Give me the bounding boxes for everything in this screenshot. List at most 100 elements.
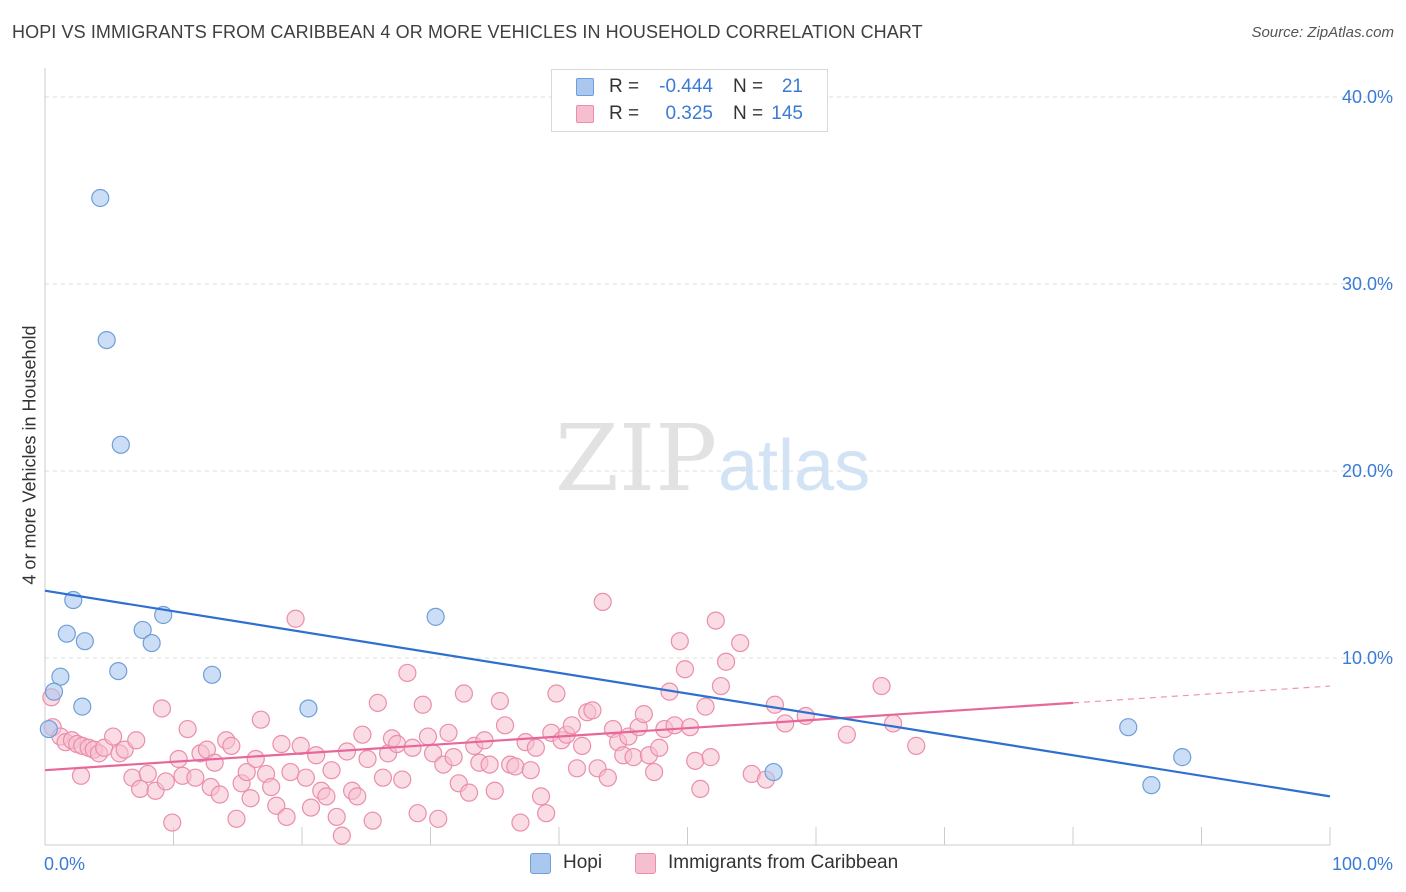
data-point-caribbean xyxy=(291,736,310,755)
data-point-caribbean xyxy=(454,684,474,703)
y-tick-label: 30.0% xyxy=(1342,274,1393,294)
data-point-caribbean xyxy=(531,787,551,806)
data-point-caribbean xyxy=(562,716,581,735)
data-point-caribbean xyxy=(495,716,515,735)
legend-n-value: 21 xyxy=(781,76,803,97)
watermark-atlas: atlas xyxy=(718,426,870,506)
data-point-caribbean xyxy=(796,706,815,726)
data-point-caribbean xyxy=(277,807,296,827)
data-point-caribbean xyxy=(169,749,188,769)
data-point-caribbean xyxy=(883,714,903,733)
data-point-hopi xyxy=(1173,748,1192,767)
data-point-caribbean xyxy=(156,772,175,791)
data-point-hopi xyxy=(1142,776,1161,795)
series-hopi-points xyxy=(39,188,1192,795)
source-label: Source: ZipAtlas.com xyxy=(1251,24,1394,41)
y-axis-label: 4 or more Vehicles in Household xyxy=(19,325,40,585)
bottom-legend-swatch-caribbean xyxy=(635,853,656,874)
data-point-caribbean xyxy=(353,725,372,744)
data-point-hopi xyxy=(111,435,130,454)
trend-lines xyxy=(44,589,1331,798)
data-point-caribbean xyxy=(358,749,377,769)
data-point-caribbean xyxy=(686,751,705,770)
data-point-hopi xyxy=(299,699,318,718)
data-point-caribbean xyxy=(716,652,736,671)
watermark-zip: ZIP xyxy=(555,405,717,512)
data-point-hopi xyxy=(764,762,783,782)
data-point-hopi xyxy=(142,633,161,653)
data-point-caribbean xyxy=(765,695,784,714)
legend-n-label: N = xyxy=(733,103,764,124)
legend-row-hopi: R = -0.444 N = 21 xyxy=(552,74,827,100)
legend-r-label: R = xyxy=(609,76,640,97)
data-point-caribbean xyxy=(583,701,602,720)
data-point-caribbean xyxy=(837,725,856,744)
data-point-caribbean xyxy=(644,762,664,782)
data-point-caribbean xyxy=(368,693,387,712)
data-point-caribbean xyxy=(907,736,926,755)
data-point-caribbean xyxy=(227,809,246,828)
data-point-caribbean xyxy=(573,736,592,755)
data-point-caribbean xyxy=(650,738,669,757)
data-point-caribbean xyxy=(138,764,157,784)
data-point-caribbean xyxy=(429,809,448,828)
trend-line-caribbean xyxy=(44,701,1074,772)
data-point-caribbean xyxy=(413,695,432,714)
chart-title: HOPI VS IMMIGRANTS FROM CARIBBEAN 4 OR M… xyxy=(12,22,923,42)
data-point-caribbean xyxy=(598,768,617,787)
data-point-caribbean xyxy=(665,716,684,735)
data-point-hopi xyxy=(1119,718,1138,737)
data-point-hopi xyxy=(51,667,70,686)
data-point-caribbean xyxy=(71,766,91,785)
bottom-legend-swatch-hopi xyxy=(530,853,551,874)
data-point-caribbean xyxy=(418,727,438,746)
y-tick-label: 40.0% xyxy=(1342,87,1393,107)
data-point-caribbean xyxy=(398,663,417,683)
trend-line-hopi xyxy=(44,589,1331,798)
data-point-caribbean xyxy=(403,738,422,757)
y-tick-labels: 10.0% 20.0% 30.0% 40.0% xyxy=(1342,87,1393,668)
x-tick-label: 100.0% xyxy=(1332,854,1393,874)
data-point-hopi xyxy=(133,620,152,640)
legend-n-label: N = xyxy=(733,76,764,97)
grid-lines xyxy=(45,96,1395,659)
data-point-caribbean xyxy=(701,748,720,767)
data-point-caribbean xyxy=(262,777,281,797)
data-point-caribbean xyxy=(210,785,229,804)
data-point-caribbean xyxy=(408,804,427,823)
data-point-caribbean xyxy=(178,719,197,739)
bottom-legend-label-caribbean: Immigrants from Caribbean xyxy=(668,852,899,873)
data-point-caribbean xyxy=(307,746,326,765)
data-point-caribbean xyxy=(526,738,545,757)
data-point-caribbean xyxy=(363,811,382,830)
data-point-caribbean xyxy=(186,768,205,787)
data-point-hopi xyxy=(75,632,94,651)
data-point-caribbean xyxy=(152,699,172,718)
data-point-caribbean xyxy=(480,755,499,774)
bottom-legend-label-hopi: Hopi xyxy=(563,852,603,873)
data-point-caribbean xyxy=(296,768,315,787)
data-point-hopi xyxy=(57,624,76,643)
data-point-caribbean xyxy=(237,762,256,782)
data-point-hopi xyxy=(91,188,110,208)
data-point-caribbean xyxy=(205,753,224,772)
y-tick-label: 10.0% xyxy=(1342,648,1393,668)
x-tick-labels: 0.0% 100.0% xyxy=(44,854,1393,874)
data-point-caribbean xyxy=(267,796,286,815)
legend-r-value: -0.444 xyxy=(659,76,713,97)
data-point-caribbean xyxy=(322,761,341,780)
data-point-hopi xyxy=(73,697,92,716)
data-point-caribbean xyxy=(348,787,367,806)
data-point-caribbean xyxy=(706,611,725,630)
data-point-caribbean xyxy=(593,592,612,612)
data-point-caribbean xyxy=(731,633,750,653)
legend-row-caribbean: R = 0.325 N = 145 xyxy=(552,101,827,127)
data-point-caribbean xyxy=(567,759,587,778)
data-point-caribbean xyxy=(317,787,336,806)
data-point-caribbean xyxy=(246,749,265,769)
data-point-hopi xyxy=(39,719,58,739)
legend-r-label: R = xyxy=(609,103,640,124)
data-point-caribbean xyxy=(241,789,260,808)
y-tick-label: 20.0% xyxy=(1342,461,1393,481)
